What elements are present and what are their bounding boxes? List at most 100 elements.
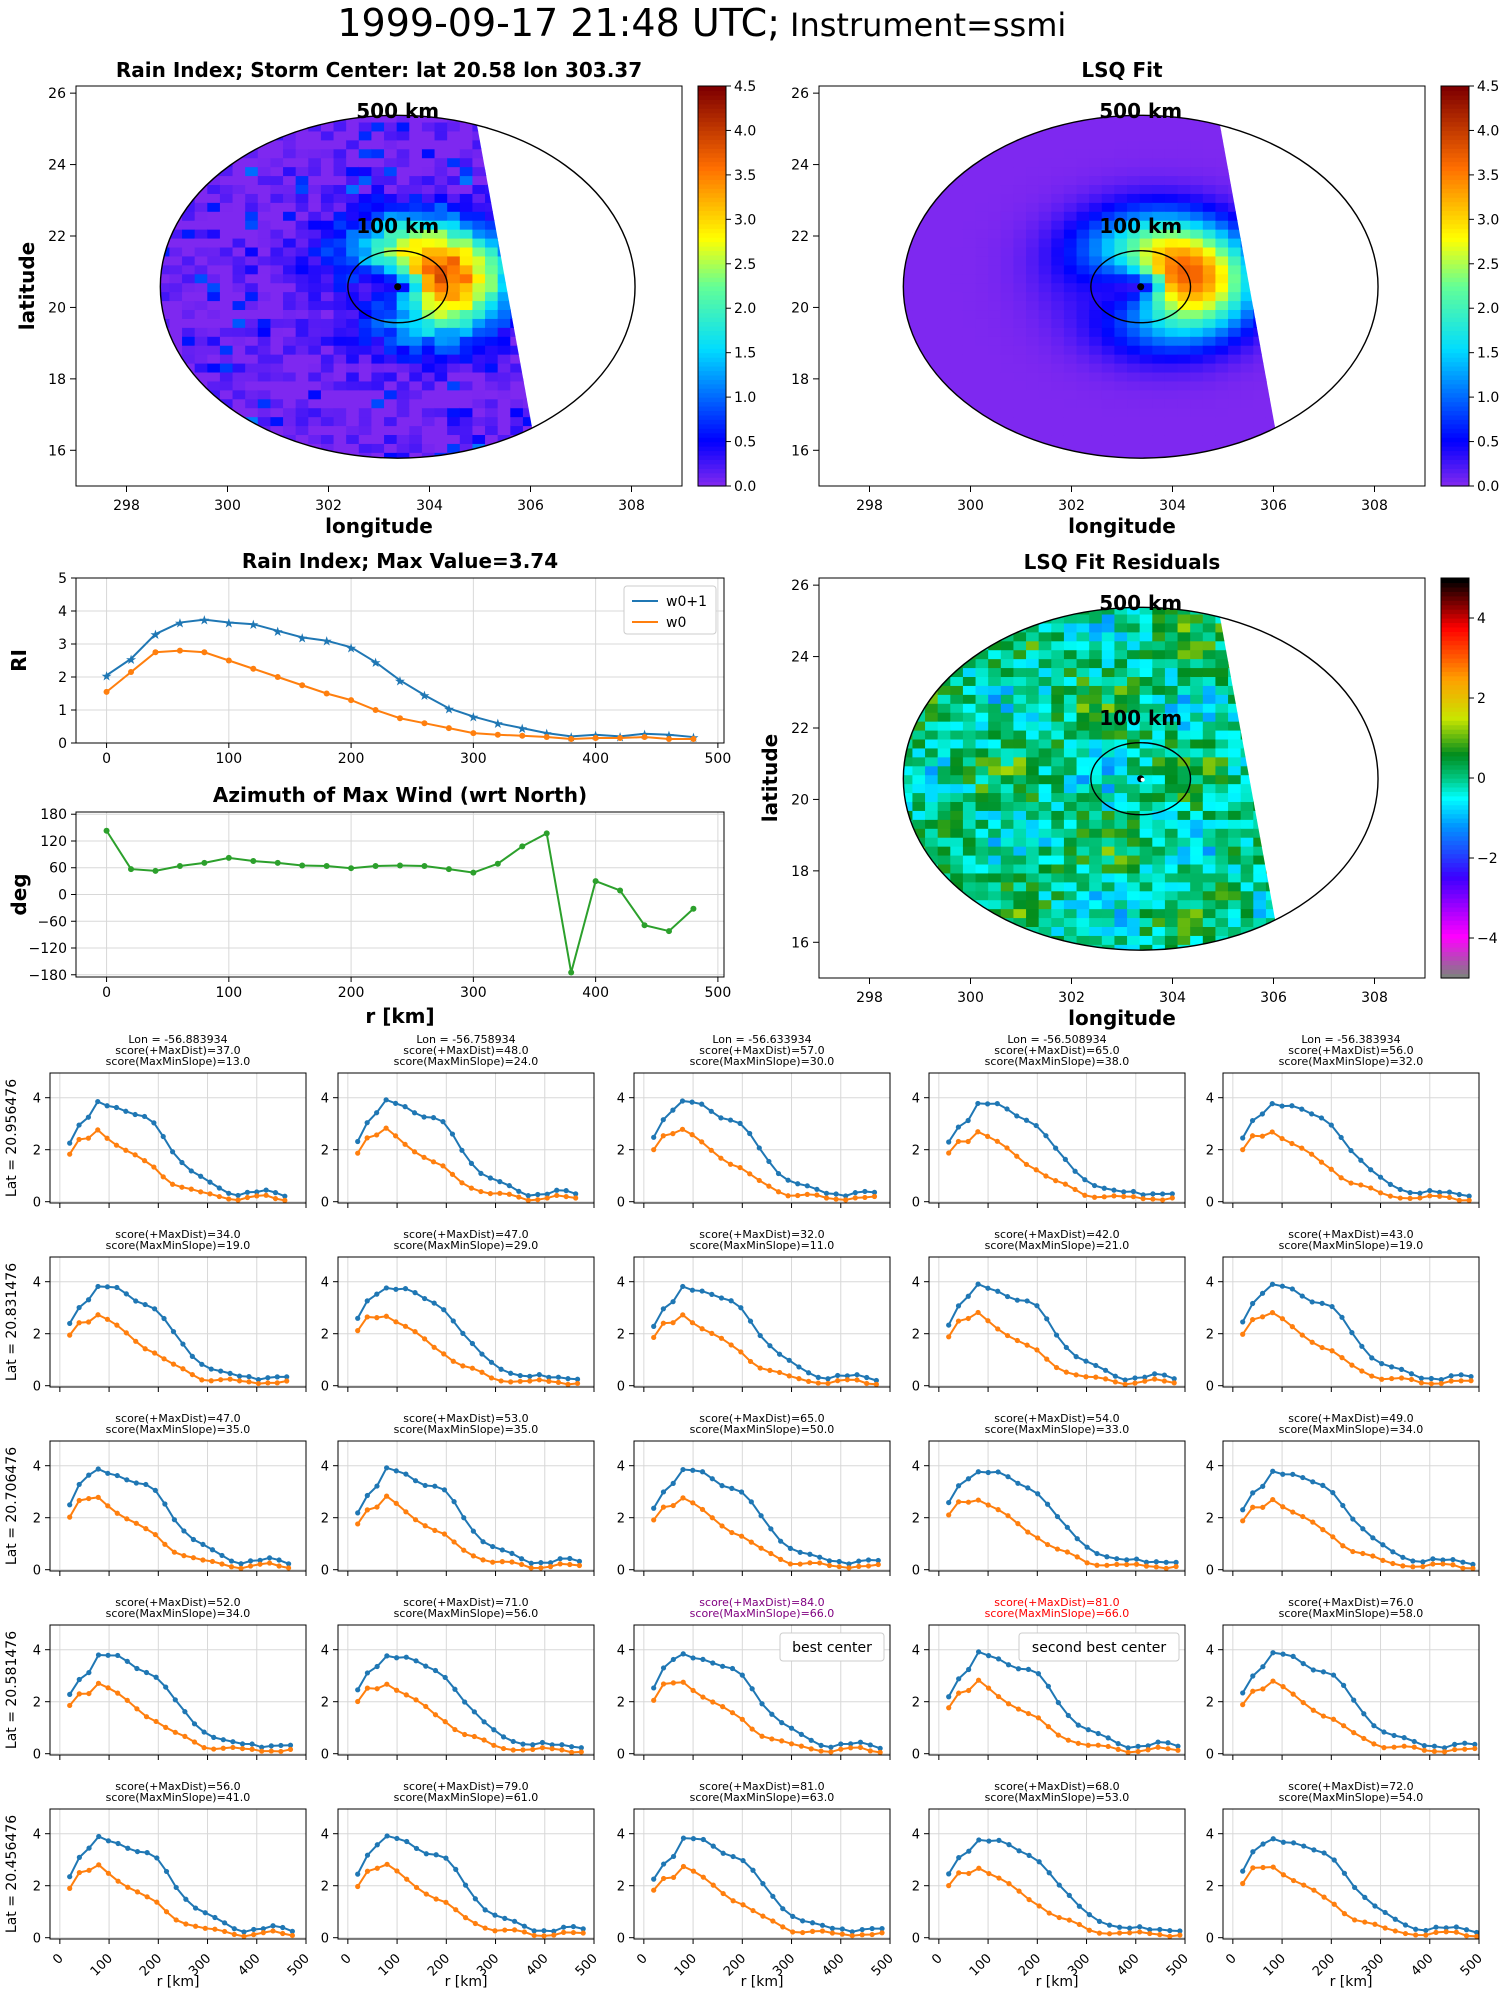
data-point [867, 1742, 873, 1748]
panel-frame [633, 1072, 891, 1204]
data-point [123, 1147, 129, 1153]
data-point [451, 1539, 457, 1545]
colorbar-cell [1441, 866, 1469, 872]
data-point [67, 1332, 73, 1338]
data-point [1086, 1927, 1093, 1933]
colorbar-tick-label: 0.0 [734, 479, 756, 495]
data-point [461, 1515, 467, 1521]
panel-frame [928, 1072, 1186, 1204]
data-point [1023, 1161, 1030, 1168]
data-point [1066, 1917, 1072, 1923]
panel-frame [337, 1256, 595, 1388]
data-point [462, 1915, 469, 1921]
data-point [767, 1343, 773, 1349]
data-point [278, 1742, 284, 1749]
colorbar-cell [1441, 90, 1469, 96]
data-point [95, 1652, 102, 1658]
data-point [670, 1680, 676, 1686]
data-point [680, 1679, 686, 1685]
data-point [1133, 1556, 1140, 1562]
panel-score-maxdist: score(+MaxDist)=32.0 [699, 1228, 824, 1241]
data-point [1065, 1737, 1071, 1743]
y-tick-label: 22 [48, 229, 66, 245]
data-point [1431, 1748, 1438, 1754]
x-tick-label: 300 [214, 498, 241, 514]
series-line [68, 1467, 289, 1565]
data-point [1462, 1740, 1468, 1746]
data-point [670, 1107, 676, 1113]
x-tick-label: 100 [967, 1951, 995, 1979]
panel-score-maxminslope: score(MaxMinSlope)=19.0 [1279, 1239, 1424, 1252]
y-tick-label: 0 [1206, 1380, 1214, 1395]
y-tick-label: 2 [912, 1696, 920, 1711]
data-point [143, 1481, 149, 1488]
colorbar-cell [1441, 955, 1469, 961]
data-point [348, 697, 355, 704]
data-point [1280, 1684, 1286, 1690]
data-point [1250, 1865, 1256, 1871]
data-point [462, 1731, 468, 1738]
data-point [482, 1907, 488, 1913]
panel-xlabel: r [km] [741, 1974, 784, 1990]
colorbar-cell [1441, 237, 1469, 243]
y-tick-label: 2 [912, 1328, 920, 1343]
panel-r3-c2: 024score(MaxMinSlope)=66.0score(+MaxDist… [617, 1596, 891, 1763]
data-point [506, 1191, 512, 1197]
colorbar-cell [1441, 902, 1469, 908]
data-point [768, 1526, 774, 1532]
data-point [1368, 1167, 1374, 1173]
y-tick-label: 4 [33, 1276, 41, 1291]
data-point [1299, 1145, 1305, 1151]
data-point [169, 1149, 176, 1155]
colorbar-cell [1441, 130, 1469, 136]
series-line [652, 1128, 875, 1201]
map-xlabel: longitude [1068, 514, 1176, 538]
data-point [459, 1147, 465, 1153]
data-point [1115, 1746, 1121, 1752]
y-tick-label: 4 [1206, 1644, 1214, 1659]
data-point [228, 1558, 235, 1564]
data-point [1309, 1339, 1315, 1345]
y-tick-label: 2 [33, 1144, 41, 1159]
colorbar-cell [1441, 613, 1469, 619]
data-point [132, 1111, 138, 1118]
data-point [231, 1926, 237, 1932]
data-point [374, 1842, 380, 1848]
panel-score-maxdist: score(+MaxDist)=79.0 [403, 1780, 528, 1793]
x-tick-label: 400 [582, 985, 609, 1001]
colorbar-cell [698, 437, 726, 443]
data-point [241, 1933, 247, 1939]
data-point [1044, 1316, 1050, 1322]
data-point [1290, 1653, 1296, 1659]
data-point [780, 1906, 786, 1912]
data-point [1290, 1877, 1297, 1884]
data-point [85, 1319, 92, 1325]
data-point [502, 1915, 508, 1921]
data-point [348, 865, 355, 872]
series-line [68, 1863, 293, 1938]
data-point [1418, 1375, 1424, 1381]
data-point [180, 1366, 186, 1372]
colorbar-cell [1441, 317, 1469, 323]
data-point [95, 1494, 101, 1500]
data-point [709, 1291, 715, 1297]
data-point [806, 1378, 812, 1384]
data-point [1260, 1483, 1266, 1489]
data-point [1055, 1699, 1061, 1706]
panel-frame [1222, 1072, 1480, 1204]
data-point [946, 1705, 952, 1711]
data-point [1319, 1344, 1325, 1351]
x-tick-label: 100 [1261, 1951, 1289, 1979]
colorbar-cell [1441, 157, 1469, 163]
data-point [946, 1512, 952, 1518]
panel-r1-c4: 024score(MaxMinSlope)=19.0score(+MaxDist… [1206, 1228, 1480, 1395]
data-point [747, 1318, 754, 1324]
panel-score-maxminslope: score(MaxMinSlope)=63.0 [690, 1791, 835, 1804]
data-point [1173, 1563, 1179, 1570]
data-point [1074, 1554, 1080, 1560]
colorbar-cell [1441, 201, 1469, 207]
data-point [67, 1702, 73, 1709]
data-point [226, 1190, 232, 1196]
data-point [788, 1741, 795, 1747]
